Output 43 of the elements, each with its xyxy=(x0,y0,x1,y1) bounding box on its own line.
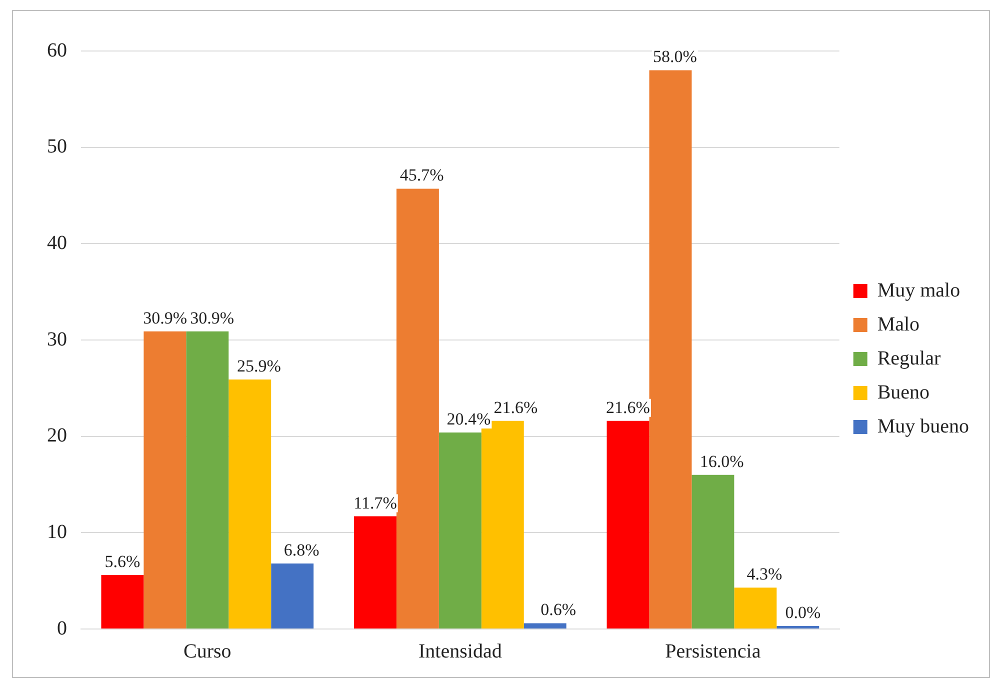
bar xyxy=(649,70,692,628)
legend-label: Regular xyxy=(877,347,941,370)
data-label: 21.6% xyxy=(606,398,650,417)
y-tick-label: 40 xyxy=(47,232,67,254)
data-label: 58.0% xyxy=(652,47,697,66)
data-label: 20.4% xyxy=(446,409,491,428)
bar xyxy=(271,563,314,628)
data-label: 6.8% xyxy=(284,540,320,560)
bar xyxy=(692,474,734,628)
bar xyxy=(101,575,144,628)
data-label: 25.9% xyxy=(236,356,281,376)
bar xyxy=(524,623,566,628)
data-label: 0.0% xyxy=(785,602,821,622)
data-label: 4.3% xyxy=(746,564,782,584)
y-tick-label: 50 xyxy=(47,136,67,158)
y-tick-label: 30 xyxy=(47,328,67,350)
x-tick-label: Intensidad xyxy=(418,640,502,662)
data-label: 30.9% xyxy=(143,308,188,328)
y-tick-label: 10 xyxy=(47,520,67,543)
data-label: 11.7% xyxy=(354,493,397,512)
bar xyxy=(438,432,482,628)
x-tick-label: Persistencia xyxy=(665,640,761,662)
legend-label: Muy bueno xyxy=(877,415,970,438)
y-tick-label: 0 xyxy=(57,617,67,640)
data-label: 5.6% xyxy=(104,552,140,572)
y-tick-label: 60 xyxy=(47,39,67,62)
legend-label: Malo xyxy=(877,313,920,336)
bar xyxy=(396,188,439,628)
data-label: 0.6% xyxy=(540,600,576,620)
bar xyxy=(354,516,396,628)
bar xyxy=(606,420,650,628)
data-label: 45.7% xyxy=(400,166,444,185)
data-label: 30.9% xyxy=(190,308,234,328)
y-tick-label: 20 xyxy=(47,424,67,447)
bar xyxy=(144,331,186,628)
data-label: 21.6% xyxy=(494,398,538,417)
data-label: 16.0% xyxy=(700,452,744,471)
legend-label: Muy malo xyxy=(877,279,960,302)
bar xyxy=(186,331,229,628)
x-tick-label: Curso xyxy=(183,640,232,662)
bar xyxy=(734,588,777,628)
bar xyxy=(228,379,272,628)
legend-label: Bueno xyxy=(877,381,930,404)
